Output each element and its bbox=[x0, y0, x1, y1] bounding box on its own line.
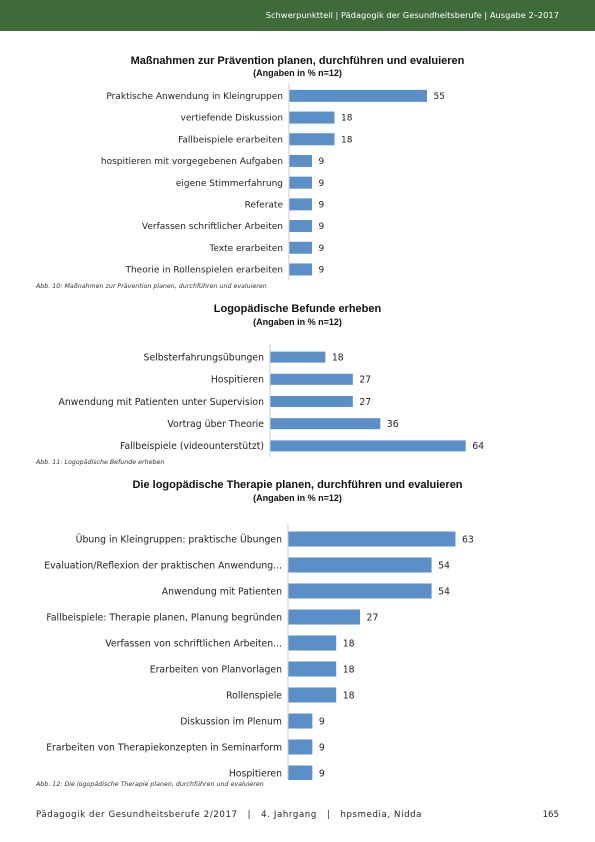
data-label: 54 bbox=[438, 586, 450, 597]
bar bbox=[270, 418, 381, 430]
running-title: Schwerpunktteil | Pädagogik der Gesundhe… bbox=[265, 10, 559, 20]
category-label: Texte erarbeiten bbox=[208, 244, 283, 254]
data-label: 27 bbox=[367, 612, 379, 623]
bar bbox=[288, 687, 337, 703]
data-label: 9 bbox=[319, 222, 325, 232]
chart-title: Maßnahmen zur Prävention planen, durchfü… bbox=[130, 55, 465, 67]
data-label: 9 bbox=[319, 716, 325, 727]
bar bbox=[288, 609, 361, 625]
data-label: 63 bbox=[462, 534, 474, 545]
chart-prevention-plot: Praktische Anwendung in Kleingruppen 55 ve… bbox=[101, 83, 445, 280]
category-label: Selbsterfahrungsübungen bbox=[144, 352, 265, 363]
bar bbox=[288, 583, 432, 599]
bar bbox=[288, 765, 313, 780]
bar bbox=[288, 713, 313, 729]
bar bbox=[270, 440, 466, 452]
bar bbox=[270, 396, 353, 407]
category-label: Vortrag über Theorie bbox=[167, 419, 264, 430]
category-label: Rollenspiele bbox=[226, 690, 282, 701]
footer-separator: | bbox=[320, 810, 338, 820]
chart-findings-plot: Selbsterfahrungsübungen 18 Hospitieren 27 An… bbox=[59, 344, 484, 457]
data-label: 36 bbox=[387, 419, 399, 430]
figure-caption: Abb. 11: Logopädische Befunde erheben bbox=[36, 459, 165, 466]
bar bbox=[289, 198, 312, 211]
bar bbox=[288, 557, 432, 573]
category-label: Anwendung mit Patienten unter Supervisio… bbox=[59, 397, 265, 408]
bar bbox=[270, 373, 353, 385]
category-label: eigene Stimmerfahrung bbox=[176, 179, 283, 189]
category-label: Evaluation/Reflexion der praktischen Anw… bbox=[44, 560, 282, 571]
category-label: Verfassen schriftlicher Arbeiten bbox=[142, 222, 283, 232]
bar bbox=[288, 531, 456, 547]
data-label: 9 bbox=[319, 157, 325, 167]
category-label: Referate bbox=[245, 201, 284, 211]
bar bbox=[289, 241, 312, 254]
category-label: Anwendung mit Patienten bbox=[162, 586, 282, 597]
category-label: Erarbeiten von Planvorlagen bbox=[150, 664, 282, 675]
footer-separator: | bbox=[240, 810, 258, 820]
category-label: Übung in Kleingruppen: praktische Übunge… bbox=[76, 534, 282, 545]
category-label: Diskussion im Plenum bbox=[180, 716, 282, 727]
data-label: 9 bbox=[319, 742, 325, 753]
bar bbox=[289, 176, 312, 189]
bar bbox=[289, 220, 312, 233]
figure-caption: Abb. 10: Maßnahmen zur Prävention planen… bbox=[36, 283, 267, 290]
category-label: vertiefende Diskussion bbox=[181, 114, 284, 124]
chart-title: Die logopädische Therapie planen, durchf… bbox=[132, 479, 463, 491]
footer-volume: 4. Jahrgang bbox=[261, 810, 317, 820]
category-label: Praktische Anwendung in Kleingruppen bbox=[106, 92, 283, 102]
bar bbox=[270, 351, 326, 363]
category-label: Fallbeispiele: Therapie planen, Planung … bbox=[46, 612, 282, 623]
data-label: 54 bbox=[438, 560, 450, 571]
category-label: Fallbeispiele (videounterstützt) bbox=[120, 441, 264, 452]
chart-subtitle: (Angaben in % n=12) bbox=[253, 493, 342, 503]
footer-journal: Pädagogik der Gesundheitsberufe 2/2017 bbox=[36, 810, 238, 820]
bar bbox=[288, 635, 337, 651]
category-label: Hospitieren bbox=[211, 375, 264, 386]
category-label: hospitieren mit vorgegebenen Aufgaben bbox=[101, 157, 283, 167]
data-label: 18 bbox=[341, 114, 353, 124]
category-label: Erarbeiten von Therapiekonzepten in Semi… bbox=[46, 742, 282, 753]
category-label: Hospitieren bbox=[229, 768, 282, 779]
data-label: 18 bbox=[341, 135, 353, 145]
category-label: Fallbeispiele erarbeiten bbox=[178, 135, 283, 145]
data-label: 27 bbox=[359, 375, 371, 386]
data-label: 9 bbox=[319, 266, 325, 276]
bar bbox=[289, 263, 312, 276]
footer: Pädagogik der Gesundheitsberufe 2/2017 |… bbox=[36, 810, 422, 820]
chart-subtitle: (Angaben in % n=12) bbox=[253, 68, 342, 78]
data-label: 27 bbox=[359, 397, 371, 408]
bar bbox=[289, 154, 312, 167]
data-label: 9 bbox=[319, 244, 325, 254]
footer-publisher: hpsmedia, Nidda bbox=[340, 810, 423, 820]
category-label: Verfassen von schriftlichen Arbeiten... bbox=[105, 638, 282, 649]
figure-caption: Abb. 12: Die logopädische Therapie plane… bbox=[36, 781, 264, 788]
chart-subtitle: (Angaben in % n=12) bbox=[253, 317, 342, 327]
bar bbox=[288, 661, 337, 677]
chart-therapy-plot: Übung in Kleingruppen: praktische Übunge… bbox=[44, 524, 474, 780]
bar bbox=[289, 133, 335, 146]
data-label: 64 bbox=[472, 441, 484, 452]
header-bar: Schwerpunktteil | Pädagogik der Gesundhe… bbox=[0, 0, 595, 31]
bar bbox=[289, 111, 335, 124]
data-label: 55 bbox=[434, 92, 445, 102]
data-label: 9 bbox=[319, 201, 325, 211]
category-label: Theorie in Rollenspielen erarbeiten bbox=[124, 266, 283, 276]
page-number: 165 bbox=[542, 810, 559, 820]
data-label: 18 bbox=[343, 638, 355, 649]
data-label: 9 bbox=[319, 179, 325, 189]
data-label: 9 bbox=[319, 768, 325, 779]
data-label: 18 bbox=[332, 352, 344, 363]
bar bbox=[288, 739, 313, 755]
data-label: 18 bbox=[343, 690, 355, 701]
bar bbox=[289, 89, 427, 102]
data-label: 18 bbox=[343, 664, 355, 675]
chart-title: Logopädische Befunde erheben bbox=[213, 303, 382, 315]
